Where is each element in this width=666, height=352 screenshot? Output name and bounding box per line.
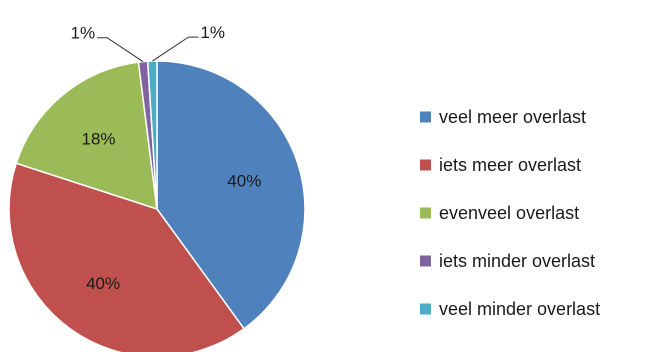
legend-item-evenveel-overlast: evenveel overlast xyxy=(420,203,579,223)
legend-label: veel meer overlast xyxy=(439,107,586,127)
percentage-labels: 40% 40% 18% 1% 1% xyxy=(71,23,262,293)
pie-slice-evenveel-overlast xyxy=(15,61,158,211)
pct-label-iets-meer-overlast: 40% xyxy=(86,274,120,293)
pie-slice-veel-meer-overlast xyxy=(156,60,306,330)
legend: veel meer overlast iets meer overlast even… xyxy=(420,107,600,319)
legend-item-iets-meer-overlast: iets meer overlast xyxy=(420,155,581,175)
pct-label-veel-minder-overlast: 1% xyxy=(200,23,225,42)
pie-slice-veel-minder-overlast xyxy=(146,60,158,210)
legend-swatch xyxy=(420,255,431,267)
pct-label-evenveel-overlast: 18% xyxy=(81,129,115,148)
legend-swatch xyxy=(420,111,431,123)
pct-label-veel-meer-overlast: 40% xyxy=(227,172,261,191)
legend-swatch xyxy=(420,207,431,219)
legend-item-iets-minder-overlast: iets minder overlast xyxy=(420,251,595,271)
legend-item-veel-meer-overlast: veel meer overlast xyxy=(420,107,586,127)
leader-lines xyxy=(97,36,199,63)
pie-slice-iets-meer-overlast xyxy=(8,162,246,352)
legend-label: iets minder overlast xyxy=(439,251,595,271)
legend-label: veel minder overlast xyxy=(439,299,600,319)
legend-label: evenveel overlast xyxy=(439,203,579,223)
legend-item-veel-minder-overlast: veel minder overlast xyxy=(420,299,600,319)
pie-slices xyxy=(8,60,306,352)
legend-swatch xyxy=(420,159,431,171)
legend-label: iets meer overlast xyxy=(439,155,581,175)
legend-swatch xyxy=(420,303,431,315)
leader-line-veel-minder-overlast xyxy=(152,36,199,62)
pct-label-iets-minder-overlast: 1% xyxy=(71,24,96,43)
leader-line-iets-minder-overlast xyxy=(97,37,144,63)
